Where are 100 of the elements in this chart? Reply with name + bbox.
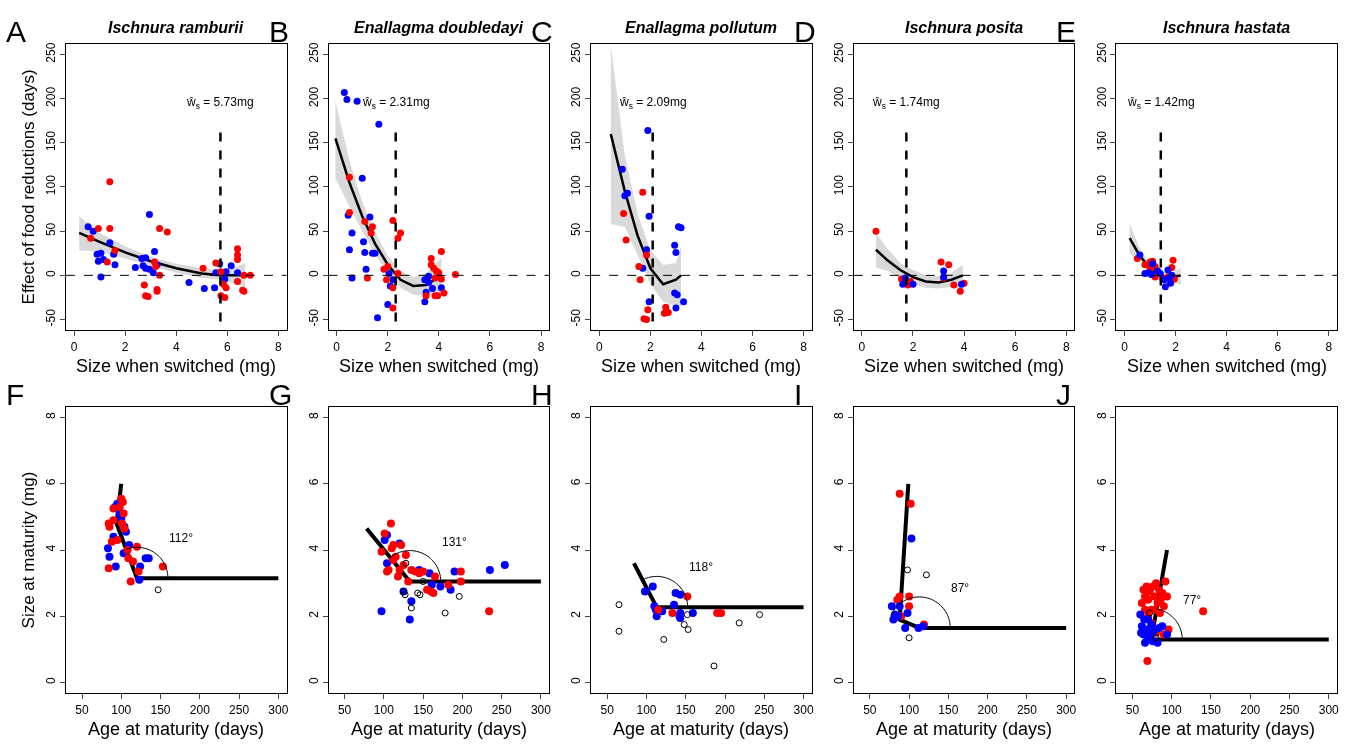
x-tick-label: 6 [749,339,757,354]
y-tick-label: 200 [831,86,846,107]
x-tick-label: 300 [268,702,289,717]
x-tick-label: 250 [229,702,250,717]
y-tick-label: 0 [44,269,59,277]
y-axis-title: Size at maturity (mg) [19,471,39,629]
annotation: G [269,378,293,411]
x-axis-title: Size when switched (mg) [76,356,277,376]
y-tick-label: 150 [1094,130,1109,152]
x-tick-label: 200 [1240,702,1261,717]
x-axis-title: Age at maturity (days) [351,719,528,739]
chart-title: Ischnura posita [905,19,1024,36]
y-tick-label: 250 [44,42,59,63]
y-tick-label: 2 [1094,610,1109,618]
y-tick-label: 0 [306,269,321,277]
x-tick-label: 200 [452,702,473,717]
x-tick-label: 100 [373,702,395,717]
text: F [6,378,25,411]
x-tick-label: 4 [960,339,968,354]
x-tick-label: 6 [486,339,494,354]
y-tick-label: 8 [1094,412,1109,420]
x-tick-label: 6 [1274,339,1282,354]
x-tick-label: 0 [858,339,866,354]
y-tick-label: 250 [1094,42,1109,63]
y-tick-label: 8 [44,412,59,420]
x-tick-label: 8 [1325,339,1333,354]
annotation: C [531,15,553,48]
y-tick-label: 150 [44,130,59,152]
y-tick-label: 100 [831,174,846,196]
ref-line-label: ŵ$_{s}$ = 1.42mg [1127,95,1195,111]
y-tick-label: 50 [569,222,584,237]
x-axis-title: Age at maturity (days) [1139,719,1316,739]
x-tick-label: 6 [223,339,231,354]
y-tick-label: 4 [1094,544,1109,552]
y-tick-label: 150 [306,130,321,152]
x-tick-label: 250 [1016,702,1038,717]
chart-title: Ischnura hastata [1163,19,1291,36]
x-tick-label: 250 [754,702,775,717]
y-tick-label: 250 [306,42,321,63]
y-tick-label: 6 [569,478,584,486]
y-tick-label: -50 [306,308,321,327]
y-tick-label: 0 [569,269,584,277]
y-tick-label: 50 [831,222,846,237]
annotation: 112° [169,531,194,545]
x-tick-label: 2 [647,339,655,354]
annotation: J [1056,378,1071,411]
ref-line-label: ŵ$_{s}$ = 2.31mg [362,95,430,111]
annotation: 77° [1183,593,1202,607]
x-tick-label: 250 [491,702,513,717]
x-tick-label: 200 [977,702,998,717]
x-tick-label: 2 [1172,339,1180,354]
y-tick-label: 0 [569,677,584,685]
y-tick-label: -50 [44,308,59,327]
x-tick-label: 8 [1062,339,1070,354]
y-tick-label: 4 [831,544,846,552]
x-tick-label: 150 [150,702,171,717]
y-tick-label: 0 [831,269,846,277]
x-axis-title: Age at maturity (days) [613,719,790,739]
x-tick-label: 300 [1318,702,1340,717]
x-tick-label: 200 [189,702,211,717]
chart-title: Ischnura ramburii [108,19,244,36]
y-tick-label: 250 [569,42,584,63]
x-tick-label: 0 [1121,339,1129,354]
x-tick-label: 8 [800,339,808,354]
x-tick-label: 4 [172,339,180,354]
y-tick-label: 150 [569,130,584,152]
y-tick-label: 8 [831,412,846,420]
y-tick-label: 100 [306,174,321,196]
ref-line-label: ŵ$_{s}$ = 2.09mg [619,95,687,111]
y-tick-label: 4 [44,544,59,552]
y-tick-label: 4 [569,544,584,552]
annotation: D [794,15,816,48]
x-tick-label: 200 [715,702,736,717]
y-tick-label: 4 [306,544,321,552]
x-axis-title: Size when switched (mg) [339,356,540,376]
x-tick-label: 8 [537,339,545,354]
x-tick-label: 300 [530,702,552,717]
text: A [6,15,27,48]
x-axis-title: Size when switched (mg) [601,356,802,376]
x-tick-label: 150 [938,702,959,717]
annotation: I [794,378,803,411]
y-tick-label: 6 [1094,478,1109,486]
x-axis-title: Size when switched (mg) [864,356,1065,376]
y-tick-label: 0 [44,677,59,685]
y-tick-label: 150 [831,130,846,152]
x-axis-title: Age at maturity (days) [88,719,265,739]
x-tick-label: 100 [1161,702,1183,717]
y-axis-title: Effect of food reductions (days) [19,69,39,305]
x-tick-label: 100 [111,702,132,717]
y-tick-label: 2 [306,610,321,618]
x-tick-label: 2 [909,339,917,354]
y-tick-label: 6 [44,478,59,486]
x-axis-title: Size when switched (mg) [1127,356,1328,376]
x-tick-label: 100 [636,702,657,717]
y-tick-label: 2 [44,610,59,618]
chart-title: Enallagma pollutum [625,19,778,36]
ref-line-label: ŵ$_{s}$ = 1.74mg [872,95,940,111]
x-tick-label: 4 [1223,339,1231,354]
annotation: H [531,378,553,411]
x-tick-label: 2 [121,339,129,354]
